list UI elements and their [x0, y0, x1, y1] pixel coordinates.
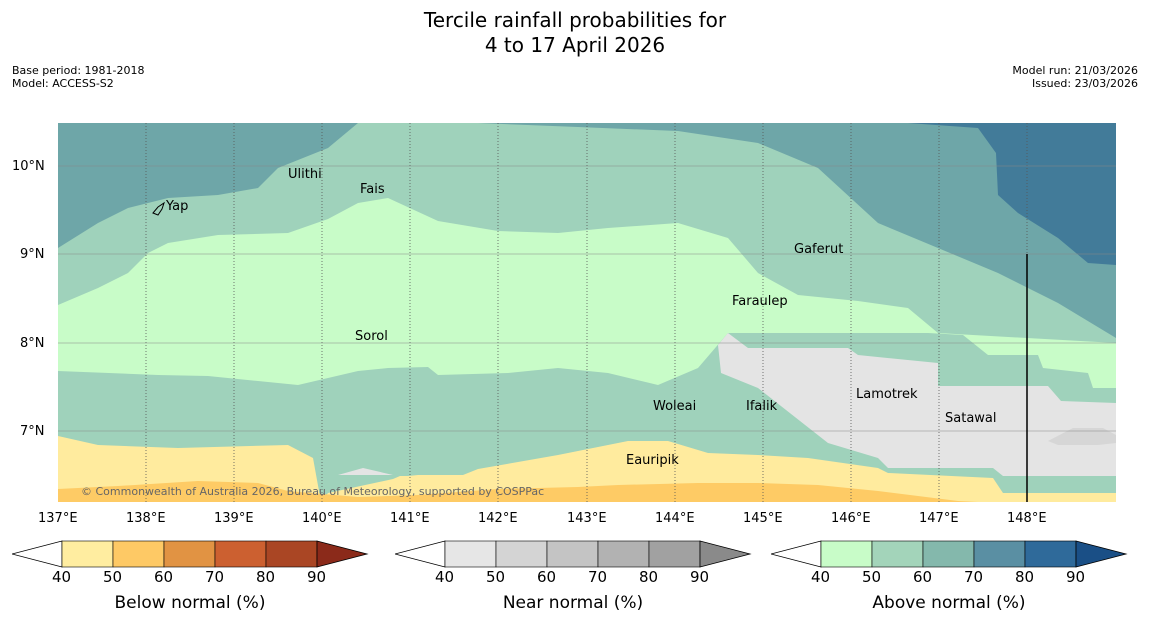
near-colorbar-extend-low: [395, 540, 446, 568]
near-colorbar-tick: 60: [537, 568, 557, 586]
place-ifalik: Ifalik: [746, 399, 778, 414]
place-sorol: Sorol: [355, 329, 388, 344]
lon-label-137: 137°E: [38, 511, 78, 526]
place-gaferut: Gaferut: [794, 242, 844, 257]
place-fais: Fais: [360, 182, 385, 197]
near-colorbar-segment: [495, 540, 548, 568]
base-period-text: Base period: 1981-2018: [12, 64, 145, 77]
below-colorbar-segment: [214, 540, 267, 568]
below-colorbar-tick: 40: [52, 568, 72, 586]
place-eauripik: Eauripik: [626, 453, 679, 468]
near-normal-colorbar: [395, 540, 752, 568]
place-woleai: Woleai: [653, 399, 697, 414]
white-gap-east: [998, 493, 1116, 502]
above-60-region-east: [478, 123, 1116, 338]
map-title: Tercile rainfall probabilities for 4 to …: [0, 8, 1150, 58]
lat-label-10: 10°N: [12, 159, 45, 174]
above-colorbar-tick: 60: [913, 568, 933, 586]
lon-label-140: 140°E: [302, 511, 342, 526]
place-ulithi: Ulithi: [288, 167, 322, 182]
above-colorbar-segment: [871, 540, 924, 568]
run-info: Model run: 21/03/2026 Issued: 23/03/2026: [1012, 64, 1138, 90]
above-40-region: [58, 198, 1116, 388]
near-colorbar-tick: 50: [486, 568, 506, 586]
near-colorbar-tick: 90: [690, 568, 710, 586]
below-colorbar-tick: 60: [154, 568, 174, 586]
below-colorbar-extend-low: [12, 540, 63, 568]
below-colorbar-segment: [112, 540, 165, 568]
above-colorbar-segment: [973, 540, 1026, 568]
near-40-small: [338, 468, 393, 475]
above-colorbar-tick: 40: [811, 568, 831, 586]
model-run-text: Model run: 21/03/2026: [1012, 64, 1138, 77]
above-70-region: [908, 123, 1116, 265]
near-colorbar-extend-high: [699, 540, 752, 568]
below-colorbar-segment: [61, 540, 114, 568]
lon-label-148: 148°E: [1007, 511, 1047, 526]
near-40-region: [718, 333, 1116, 476]
near-colorbar-segment: [648, 540, 701, 568]
lon-label-144: 144°E: [655, 511, 695, 526]
above-colorbar-extend-high: [1075, 540, 1128, 568]
below-colorbar-tick: 70: [205, 568, 225, 586]
lon-label-147: 147°E: [919, 511, 959, 526]
base-info: Base period: 1981-2018 Model: ACCESS-S2: [12, 64, 144, 90]
near-colorbar-tick: 70: [588, 568, 608, 586]
above-colorbar-tick: 90: [1066, 568, 1086, 586]
below-colorbar-tick: 50: [103, 568, 123, 586]
above-colorbar-segment: [922, 540, 975, 568]
near-colorbar-segment: [444, 540, 497, 568]
below-colorbar-tick: 90: [307, 568, 327, 586]
parallels: [58, 165, 1116, 432]
issued-text: Issued: 23/03/2026: [1031, 77, 1138, 90]
above-colorbar-tick: 70: [964, 568, 984, 586]
map-panel[interactable]: Yap Ulithi Fais Gaferut Faraulep Sorol W…: [58, 123, 1116, 502]
place-yap: Yap: [166, 199, 189, 214]
lon-label-141: 141°E: [390, 511, 430, 526]
above-colorbar-label: Above normal (%): [872, 593, 1026, 613]
place-satawal: Satawal: [945, 411, 997, 426]
below-50-region: [58, 481, 978, 502]
below-40-region-central: [321, 441, 1116, 502]
near-colorbar-tick: 40: [435, 568, 455, 586]
lat-label-9: 9°N: [20, 247, 45, 262]
lon-label-145: 145°E: [743, 511, 783, 526]
copyright-text: © Commonwealth of Australia 2026, Bureau…: [81, 485, 545, 498]
place-faraulep: Faraulep: [732, 294, 788, 309]
lon-label-143: 143°E: [567, 511, 607, 526]
below-colorbar-label: Below normal (%): [114, 593, 266, 613]
above-colorbar-segment: [1024, 540, 1077, 568]
lon-label-142: 142°E: [478, 511, 518, 526]
near-colorbar-tick: 80: [639, 568, 659, 586]
lon-label-139: 139°E: [214, 511, 254, 526]
below-normal-colorbar: [12, 540, 369, 568]
below-colorbar-segment: [163, 540, 216, 568]
below-colorbar-extend-high: [316, 540, 369, 568]
model-text: Model: ACCESS-S2: [12, 77, 114, 90]
lat-label-7: 7°N: [20, 424, 45, 439]
near-colorbar-label: Near normal (%): [502, 593, 644, 613]
near-50-region: [1048, 428, 1116, 445]
above-colorbar-tick: 80: [1015, 568, 1035, 586]
place-lamotrek: Lamotrek: [856, 387, 918, 402]
lat-label-8: 8°N: [20, 336, 45, 351]
lon-label-138: 138°E: [126, 511, 166, 526]
above-colorbar-extend-low: [771, 540, 822, 568]
above-normal-colorbar: [771, 540, 1128, 568]
yap-island-shape: [152, 201, 165, 216]
above-colorbar-tick: 50: [862, 568, 882, 586]
title-line-2: 4 to 17 April 2026: [484, 33, 666, 57]
near-colorbar-segment: [597, 540, 650, 568]
probability-map: [58, 123, 1116, 502]
near-colorbar-segment: [546, 540, 599, 568]
above-colorbar-segment: [820, 540, 873, 568]
below-colorbar-segment: [265, 540, 318, 568]
lon-label-146: 146°E: [831, 511, 871, 526]
title-line-1: Tercile rainfall probabilities for: [423, 8, 727, 32]
above-60-region-west: [58, 123, 358, 248]
below-colorbar-tick: 80: [256, 568, 276, 586]
